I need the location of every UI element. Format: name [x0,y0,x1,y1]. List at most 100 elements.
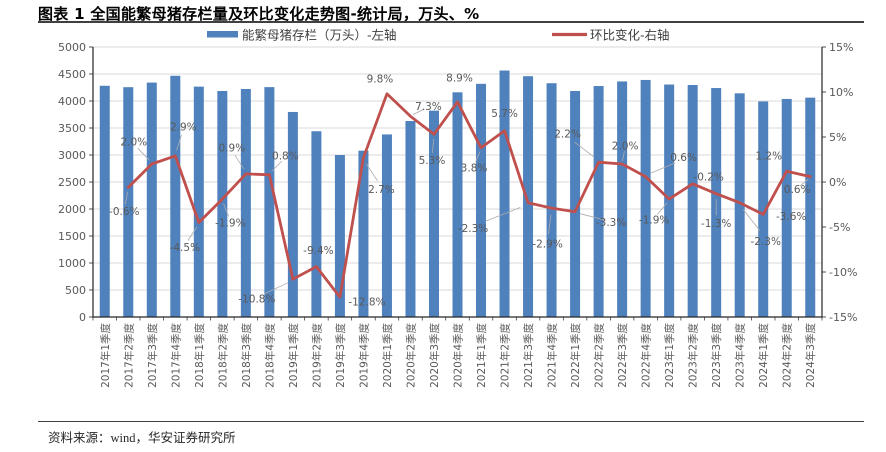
y-tick-label-left: 4500 [58,68,86,81]
x-tick-label: 2019年3季度 [334,323,347,388]
y-tick-label-right: -10% [829,266,857,279]
y-tick-label-right: 10% [829,86,853,99]
bar [523,76,534,318]
y-tick-label-left: 3500 [58,122,86,135]
data-label-leader [650,162,676,174]
data-label: -0.6% [109,206,139,218]
data-label-leader [432,138,435,154]
x-tick-label: 2021年2季度 [499,323,512,388]
data-label: 2.0% [612,141,639,153]
data-label: 7.3% [415,101,442,113]
data-label: 3.8% [461,162,488,174]
bar [405,121,416,317]
data-label-leader [176,134,182,151]
bar [358,150,369,317]
x-tick-label: 2020年2季度 [404,323,417,388]
bar [428,110,439,317]
data-label: 0.6% [670,152,697,164]
title-divider [38,21,864,23]
bar [781,98,792,317]
data-label: -12.8% [348,297,385,309]
x-tick-label: 2023年2季度 [687,323,700,388]
x-tick-label: 2017年3季度 [146,323,159,388]
qoq-line [126,92,812,299]
bar [640,79,651,317]
x-tick-label: 2023年4季度 [734,323,747,388]
data-label-leader [223,203,229,217]
data-label: 0.9% [219,142,246,154]
y-tick-label-left: 3000 [58,149,86,162]
data-label: -1.3% [701,218,731,230]
y-tick-label-left: 4000 [58,95,86,108]
data-label-leader [574,141,595,158]
x-tick-label: 2022年3季度 [616,323,629,388]
bar [217,91,228,317]
data-label: 8.9% [446,72,473,84]
bar [476,83,487,317]
x-tick-label: 2022年4季度 [640,323,653,388]
bar [146,82,157,317]
x-tick-label: 2018年3季度 [240,323,253,388]
y-tick-label-left: 5000 [58,41,86,54]
x-tick-label: 2018年4季度 [263,323,276,388]
x-tick-label: 2022年1季度 [569,323,582,388]
bar [240,88,251,317]
data-label-leader [412,108,425,115]
y-tick-label-right: 5% [829,131,846,144]
figure-title: 图表 1 全国能繁母猪存栏量及环比变化走势图-统计局，万头、% [38,5,480,23]
bar [334,155,345,317]
x-tick-label: 2022年2季度 [593,323,606,388]
x-tick-label: 2017年1季度 [99,323,112,388]
x-tick-label: 2020年4季度 [452,323,465,388]
bar [499,70,510,317]
x-tick-label: 2018年2季度 [216,323,229,388]
data-label: -1.9% [639,215,669,227]
y-tick-label-left: 2500 [58,176,86,189]
data-label-leader [271,160,283,172]
data-label-leader [264,282,289,294]
y-tick-label-right: 0% [829,176,846,189]
x-tick-label: 2021年4季度 [546,323,559,388]
bar [546,83,557,317]
bar [99,85,110,317]
data-label: -9.4% [303,245,333,257]
data-label: -1.9% [215,218,245,230]
data-label-leader [548,214,552,235]
data-label-leader [234,154,245,170]
data-label: 9.8% [367,73,394,85]
y-tick-label-right: 15% [829,41,853,54]
bar [734,93,745,317]
legend-swatch-bars [207,31,238,38]
data-label-leader [799,178,809,187]
y-tick-label-left: 2000 [58,203,86,216]
bar [805,97,816,317]
y-tick-label-left: 1000 [58,257,86,270]
data-label: -3.3% [596,217,626,229]
source-divider [38,421,864,422]
data-label: -3.6% [776,211,806,223]
bar [264,87,275,317]
data-label: -4.5% [170,242,200,254]
bar [570,91,581,317]
data-label-leader [657,202,668,215]
x-tick-label: 2020年1季度 [381,323,394,388]
y-tick-label-right: -15% [829,311,857,324]
y-tick-label-left: 500 [65,284,86,297]
data-label: 5.3% [419,155,446,167]
data-label: 2.9% [170,121,197,133]
data-label: -0.2% [693,171,723,183]
data-label: -2.3% [458,223,488,235]
data-label: -10.8% [238,294,275,306]
data-label: 2.0% [120,137,147,149]
x-tick-label: 2024年2季度 [781,323,794,388]
bar [287,111,298,317]
bar [381,134,392,317]
x-tick-label: 2018年1季度 [193,323,206,388]
legend-label-bars: 能繁母猪存栏（万头）-左轴 [242,28,397,43]
data-label-leader [365,163,378,181]
bar [193,86,204,317]
x-tick-label: 2019年1季度 [287,323,300,388]
y-tick-label-left: 0 [79,311,86,324]
x-tick-label: 2023年1季度 [663,323,676,388]
x-tick-label: 2024年3季度 [804,323,817,388]
